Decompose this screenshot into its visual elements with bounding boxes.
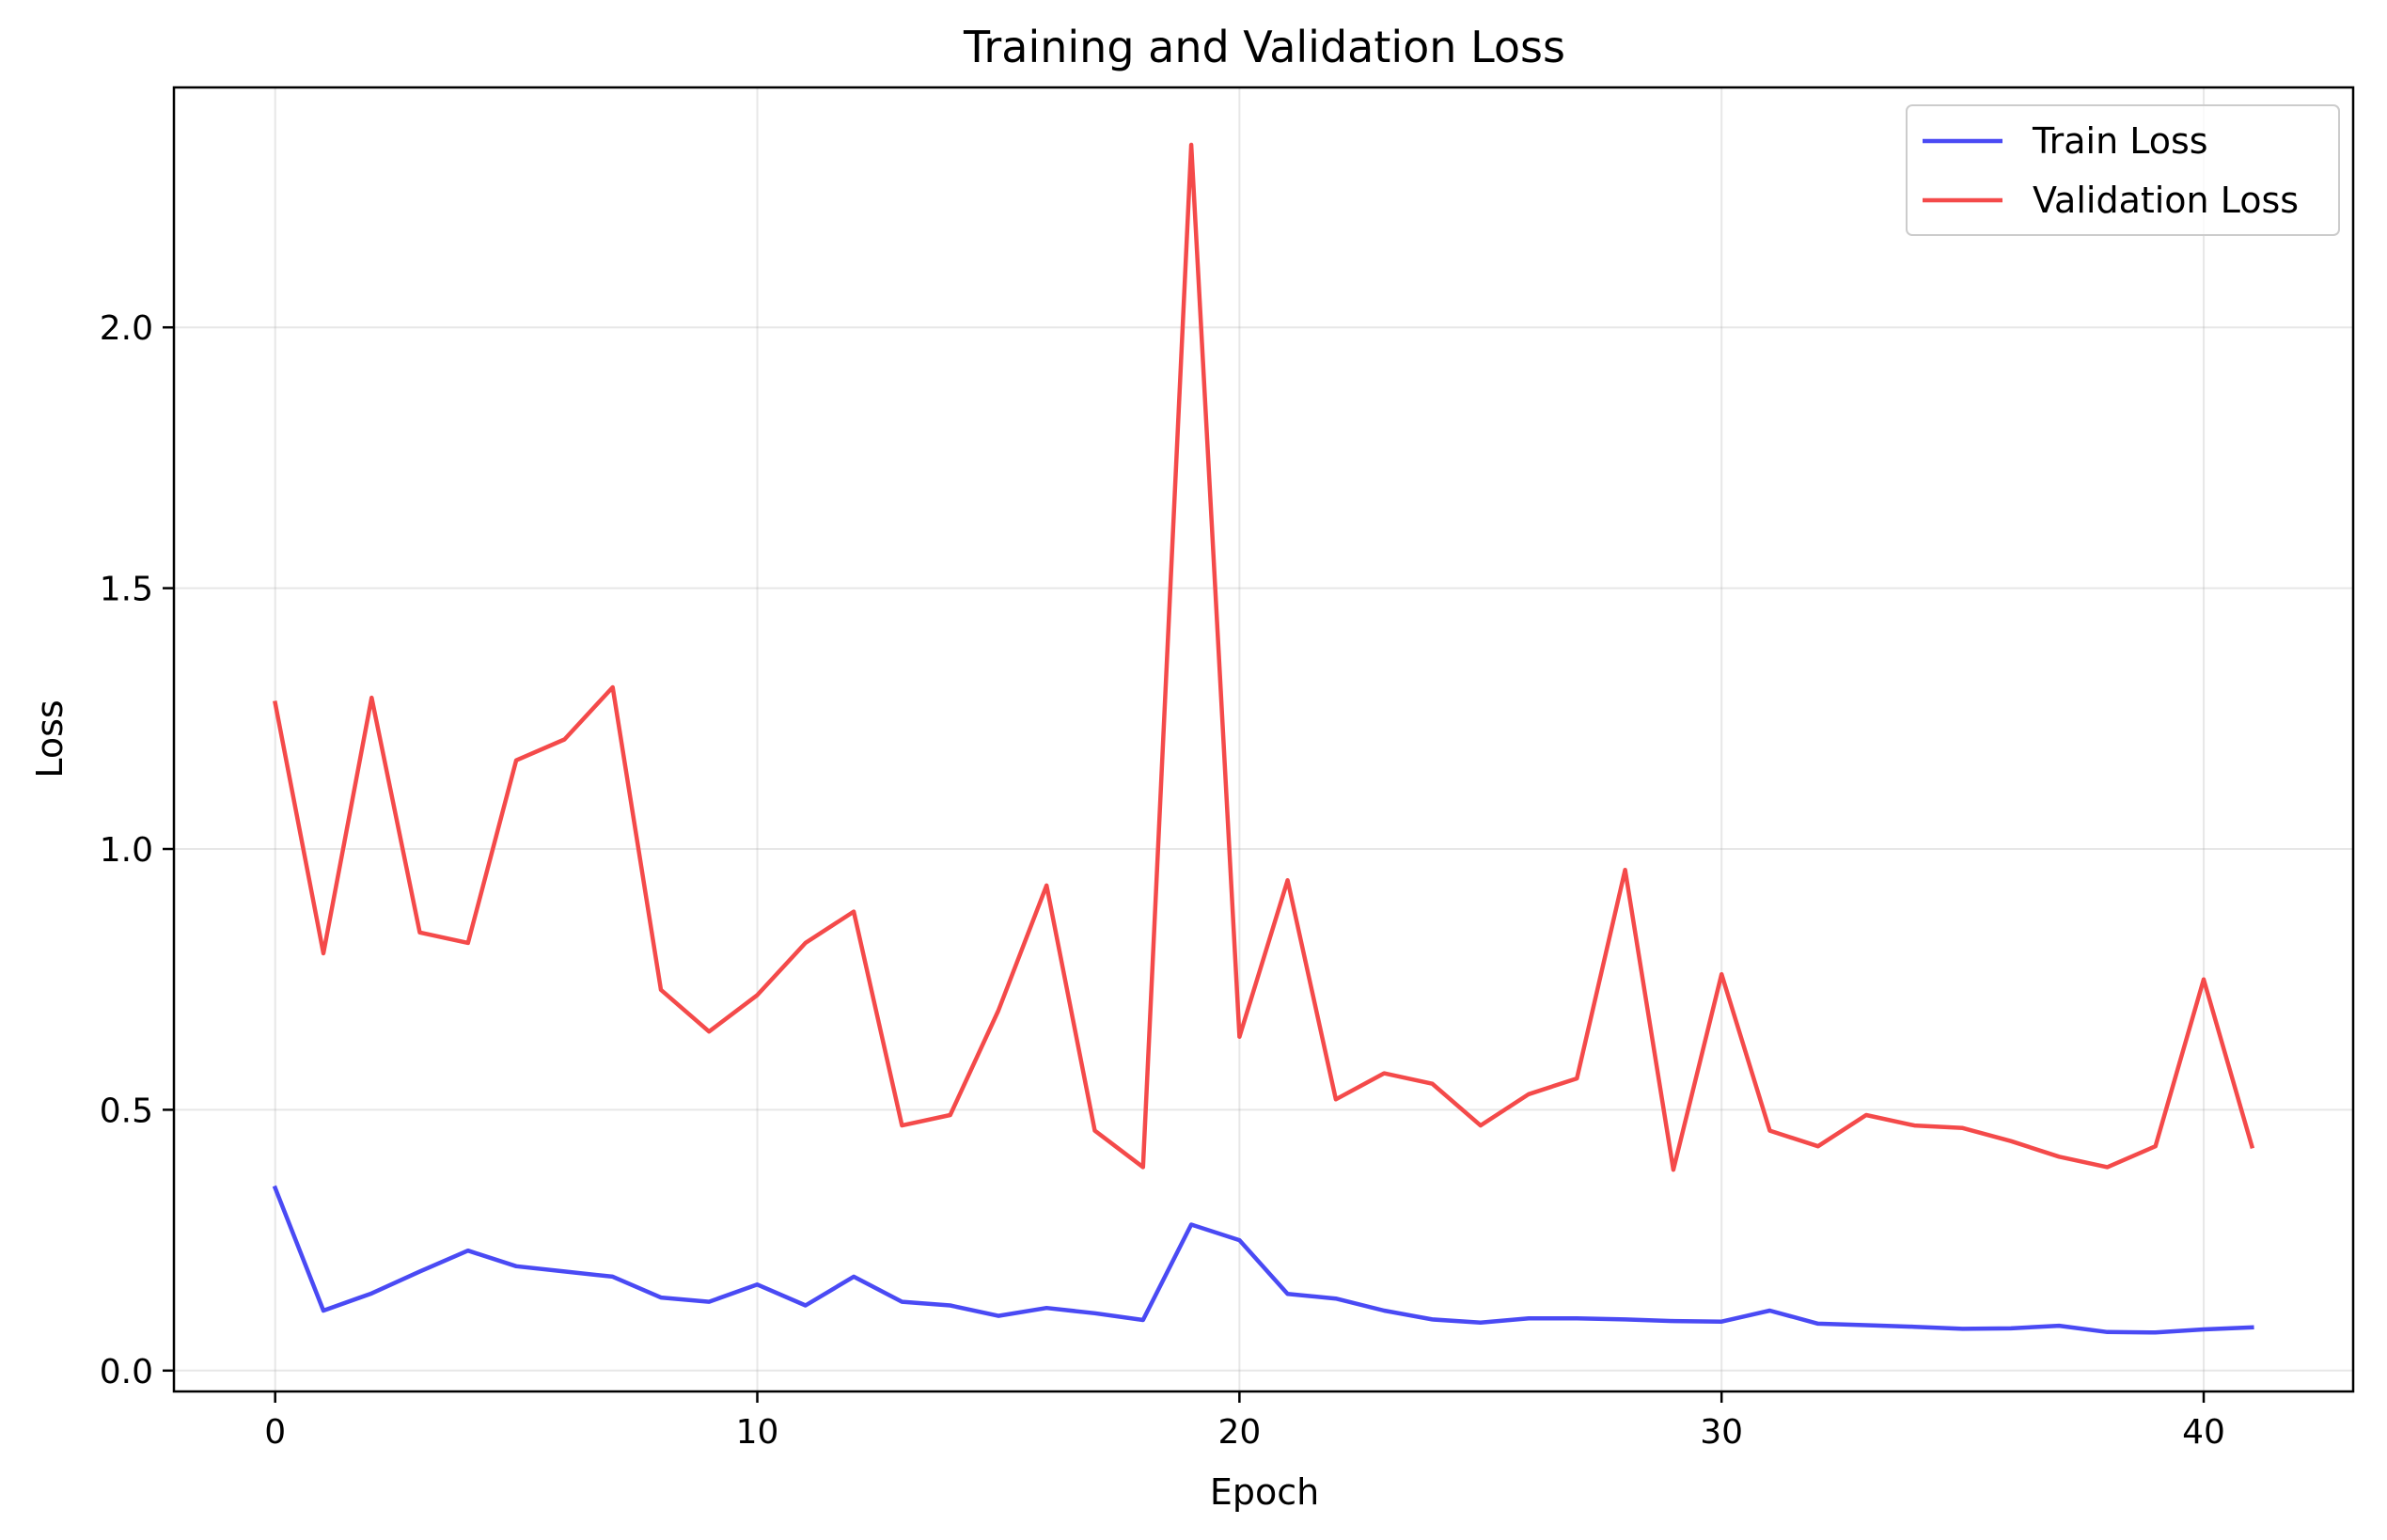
x-axis-label: Epoch bbox=[1210, 1471, 1319, 1513]
legend: Train Loss Validation Loss bbox=[1906, 104, 2340, 236]
x-tick-label: 0 bbox=[264, 1413, 286, 1452]
y-tick-label: 1.0 bbox=[100, 831, 153, 870]
legend-label-train: Train Loss bbox=[2032, 120, 2208, 162]
y-tick-label: 0.0 bbox=[100, 1353, 153, 1391]
plot-frame bbox=[172, 86, 2355, 1393]
y-tick-label: 0.5 bbox=[100, 1092, 153, 1130]
y-tick-label: 1.5 bbox=[100, 571, 153, 609]
chart-title: Training and Validation Loss bbox=[963, 22, 1565, 72]
grid-lines bbox=[174, 87, 2353, 1391]
y-tick-label: 2.0 bbox=[100, 309, 153, 348]
x-tick-label: 20 bbox=[1217, 1413, 1261, 1452]
legend-box bbox=[1906, 104, 2340, 236]
y-axis-ticks: 0.0 0.5 1.0 1.5 2.0 bbox=[100, 309, 174, 1391]
x-axis-ticks: 0 10 20 30 40 bbox=[264, 1391, 2225, 1452]
x-tick-label: 10 bbox=[736, 1413, 779, 1452]
x-tick-label: 40 bbox=[2182, 1413, 2225, 1452]
validation-loss-line bbox=[273, 142, 2255, 1172]
series-lines bbox=[272, 142, 2255, 1335]
y-axis-label: Loss bbox=[29, 699, 71, 778]
legend-label-validation: Validation Loss bbox=[2033, 180, 2299, 221]
x-tick-label: 30 bbox=[1700, 1413, 1743, 1452]
train-loss-line bbox=[272, 1185, 2254, 1335]
